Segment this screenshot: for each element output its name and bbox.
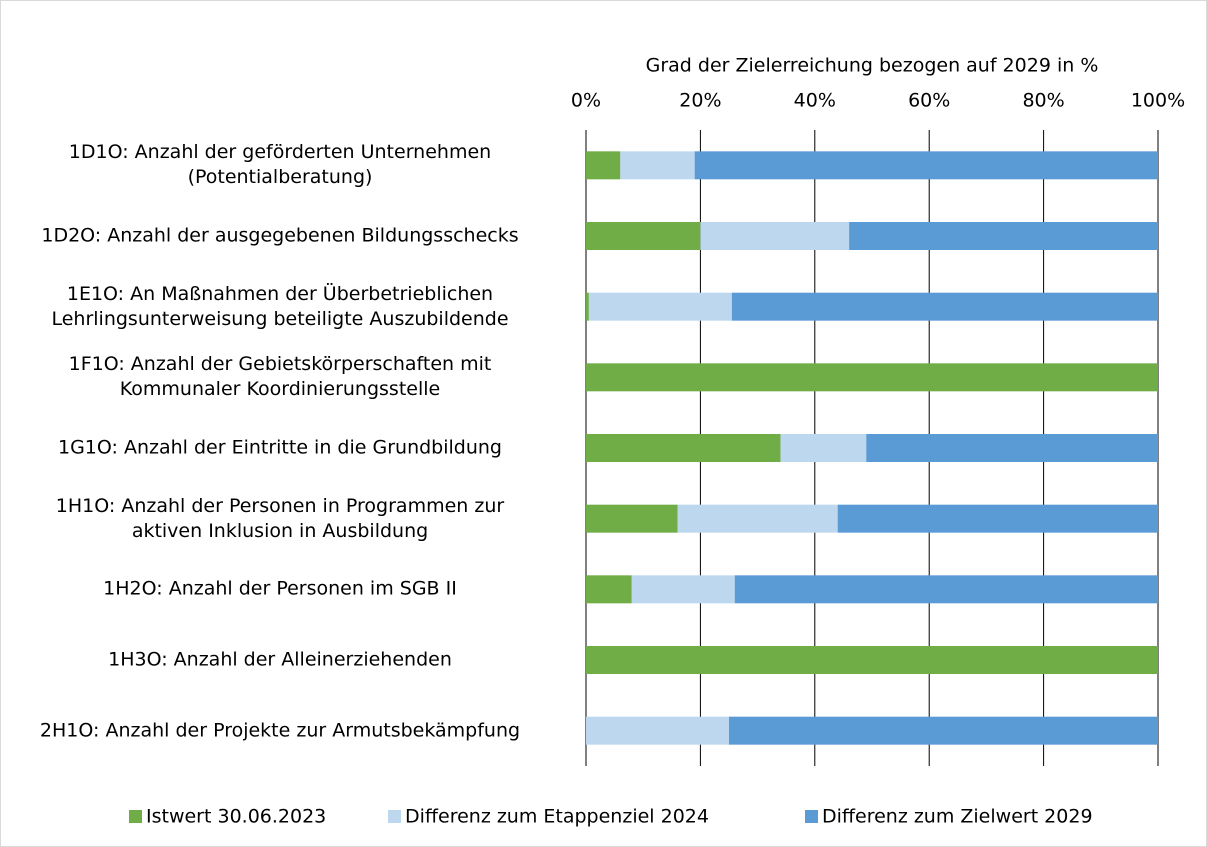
bar-segment [620,151,695,180]
y-tick-label: 1H2O: Anzahl der Personen im SGB II [103,577,457,600]
y-tick-label: 1E1O: An Maßnahmen der Überbetrieblichen… [51,282,509,330]
bar-segment [837,504,1158,533]
bar-segment [780,434,867,462]
bar-segment [729,716,1158,745]
y-tick-label: 1D2O: Anzahl der ausgegebenen Bildungssc… [41,224,519,247]
x-tick-label: 60% [908,90,950,112]
bar-segment [586,222,701,250]
bar-segment [700,222,850,250]
bar-segment [588,292,732,321]
bar-segment [586,363,1158,392]
bar-segment [734,575,1158,604]
y-tick-label: 1H3O: Anzahl der Alleinerziehenden [108,648,452,671]
x-tick-label: 20% [679,90,721,112]
bar-segment [677,504,838,533]
y-tick-label: 1G1O: Anzahl der Eintritte in die Grundb… [57,436,502,459]
legend-label: Differenz zum Zielwert 2029 [822,806,1093,828]
x-tick-label: 100% [1131,90,1185,112]
bar-segment [731,292,1158,321]
legend-swatch [805,810,818,823]
bar-segment [586,646,1158,674]
bar-segment [586,716,729,745]
legend-swatch [388,810,401,823]
bar-segment [849,222,1158,250]
bar-segment [586,575,632,604]
chart-title: Grad der Zielerreichung bezogen auf 2029… [646,55,1099,77]
y-tick-label: 2H1O: Anzahl der Projekte zur Armutsbekä… [39,719,521,742]
y-tick-label: 1F1O: Anzahl der Gebietskörperschaften m… [68,353,492,401]
bar-segment [586,434,781,462]
y-tick-label: 1H1O: Anzahl der Personen in Programmen … [55,494,505,542]
bar-segment [694,151,1158,180]
x-tick-label: 0% [571,90,601,112]
bar-segment [586,151,621,180]
legend-label: Istwert 30.06.2023 [146,806,326,828]
y-tick-label: 1D1O: Anzahl der geförderten Unternehmen… [68,141,492,189]
x-tick-label: 40% [794,90,836,112]
bar-segment [631,575,735,604]
bar-segment [586,504,678,533]
legend-label: Differenz zum Etappenziel 2024 [405,806,709,828]
legend-swatch [129,810,142,823]
bar-segment [866,434,1158,462]
bar-segment [586,292,589,321]
x-tick-label: 80% [1022,90,1064,112]
